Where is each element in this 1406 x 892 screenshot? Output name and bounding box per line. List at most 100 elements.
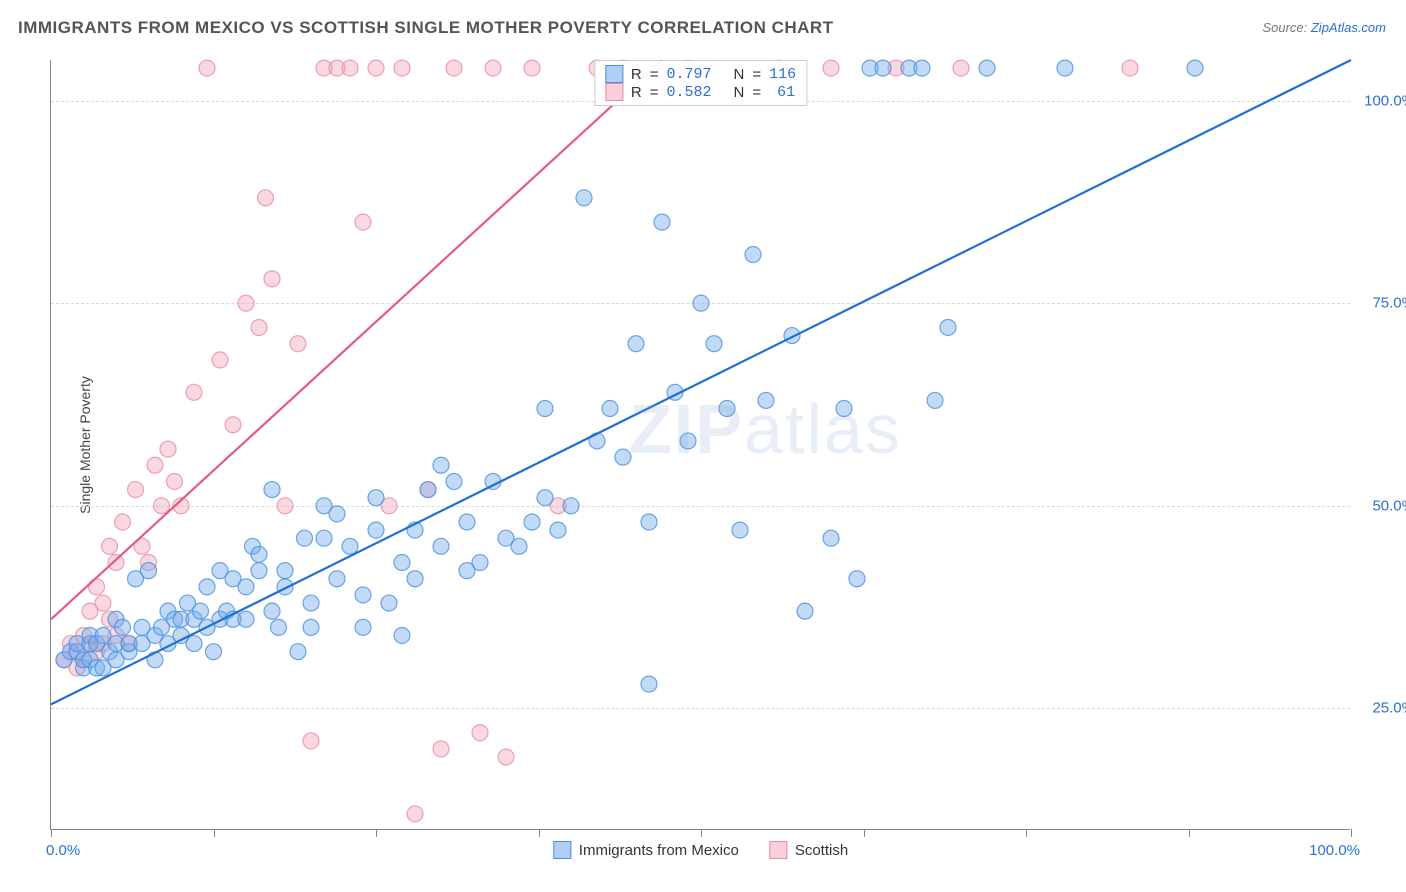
legend-swatch-pink-icon — [769, 841, 787, 859]
data-point — [206, 644, 222, 660]
data-point — [459, 514, 475, 530]
data-point — [1057, 60, 1073, 76]
data-point — [277, 498, 293, 514]
data-point — [472, 555, 488, 571]
data-point — [745, 247, 761, 263]
data-point — [271, 619, 287, 635]
data-point — [297, 530, 313, 546]
x-tick — [1026, 829, 1027, 837]
data-point — [433, 538, 449, 554]
source-link[interactable]: ZipAtlas.com — [1311, 20, 1386, 35]
data-point — [407, 571, 423, 587]
data-point — [115, 514, 131, 530]
n-value-2: 61 — [769, 84, 795, 101]
x-tick — [214, 829, 215, 837]
data-point — [368, 490, 384, 506]
data-point — [147, 652, 163, 668]
x-tick — [864, 829, 865, 837]
data-point — [511, 538, 527, 554]
data-point — [433, 457, 449, 473]
data-point — [238, 579, 254, 595]
data-point — [394, 60, 410, 76]
data-point — [550, 522, 566, 538]
source-attribution: Source: ZipAtlas.com — [1262, 20, 1386, 35]
data-point — [128, 482, 144, 498]
data-point — [758, 392, 774, 408]
data-point — [823, 60, 839, 76]
y-tick-label: 50.0% — [1372, 497, 1406, 514]
data-point — [193, 603, 209, 619]
legend-label-2: Scottish — [795, 842, 848, 859]
data-point — [303, 733, 319, 749]
data-point — [615, 449, 631, 465]
data-point — [199, 60, 215, 76]
data-point — [277, 579, 293, 595]
data-point — [108, 555, 124, 571]
data-point — [95, 595, 111, 611]
data-point — [407, 806, 423, 822]
data-point — [102, 538, 118, 554]
data-point — [258, 190, 274, 206]
data-point — [167, 473, 183, 489]
data-point — [914, 60, 930, 76]
equals-1a: = — [650, 66, 659, 83]
data-point — [154, 498, 170, 514]
data-point — [628, 336, 644, 352]
series-legend: Immigrants from Mexico Scottish — [553, 841, 848, 859]
data-point — [732, 522, 748, 538]
x-tick — [1351, 829, 1352, 837]
data-point — [264, 603, 280, 619]
data-point — [199, 579, 215, 595]
data-point — [979, 60, 995, 76]
data-point — [238, 611, 254, 627]
data-point — [381, 595, 397, 611]
swatch-pink-icon — [605, 83, 623, 101]
data-point — [836, 401, 852, 417]
scatter-svg — [51, 60, 1350, 829]
data-point — [706, 336, 722, 352]
chart-container: IMMIGRANTS FROM MEXICO VS SCOTTISH SINGL… — [0, 0, 1406, 892]
y-tick-label: 100.0% — [1364, 92, 1406, 109]
data-point — [355, 214, 371, 230]
x-tick — [376, 829, 377, 837]
data-point — [680, 433, 696, 449]
data-point — [251, 546, 267, 562]
data-point — [115, 619, 131, 635]
data-point — [576, 190, 592, 206]
data-point — [141, 563, 157, 579]
data-point — [264, 482, 280, 498]
data-point — [641, 514, 657, 530]
r-value-2: 0.582 — [666, 84, 711, 101]
r-value-1: 0.797 — [666, 66, 711, 83]
data-point — [927, 392, 943, 408]
n-value-1: 116 — [769, 66, 796, 83]
data-point — [277, 563, 293, 579]
x-tick — [701, 829, 702, 837]
legend-label-1: Immigrants from Mexico — [579, 842, 739, 859]
data-point — [1122, 60, 1138, 76]
data-point — [186, 636, 202, 652]
y-tick-label: 75.0% — [1372, 295, 1406, 312]
data-point — [823, 530, 839, 546]
data-point — [147, 457, 163, 473]
chart-title: IMMIGRANTS FROM MEXICO VS SCOTTISH SINGL… — [18, 18, 834, 38]
data-point — [394, 555, 410, 571]
data-point — [524, 514, 540, 530]
data-point — [368, 60, 384, 76]
data-point — [342, 538, 358, 554]
data-point — [654, 214, 670, 230]
data-point — [342, 60, 358, 76]
x-tick — [51, 829, 52, 837]
data-point — [485, 60, 501, 76]
legend-item-2: Scottish — [769, 841, 848, 859]
legend-row-2: R = 0.582 N = 61 — [605, 83, 796, 101]
x-tick — [1189, 829, 1190, 837]
data-point — [433, 741, 449, 757]
data-point — [264, 271, 280, 287]
trend-line — [51, 60, 662, 619]
data-point — [719, 401, 735, 417]
data-point — [602, 401, 618, 417]
x-axis-min-label: 0.0% — [46, 842, 80, 859]
data-point — [251, 563, 267, 579]
data-point — [89, 579, 105, 595]
